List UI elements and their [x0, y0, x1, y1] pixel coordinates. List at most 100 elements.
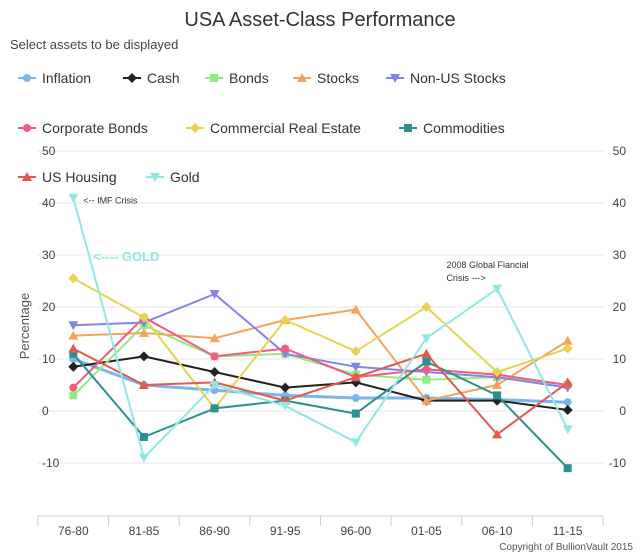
point-gold-01-05 [421, 334, 432, 344]
legend-item-us-housing[interactable]: US Housing [18, 169, 117, 185]
point-gold-81-85 [138, 453, 149, 463]
point-gold-96-00 [350, 438, 361, 448]
point-cash-81-85 [138, 351, 149, 362]
legend-label-cash: Cash [147, 70, 180, 86]
legend-label-non-us-stocks: Non-US Stocks [410, 70, 506, 86]
point-commodities-96-00 [351, 409, 360, 418]
legend-label-commodities: Commodities [423, 120, 505, 136]
point-gold-91-95 [280, 401, 291, 411]
y-tick-label-left-20: 20 [42, 300, 56, 314]
point-cash-91-95 [280, 382, 291, 393]
point-gold-11-15 [562, 425, 573, 435]
legend-item-non-us-stocks[interactable]: Non-US Stocks [386, 70, 506, 86]
x-tick-label-91-95: 91-95 [270, 524, 301, 538]
point-us-housing-81-85 [138, 380, 149, 389]
x-tick-label-11-15: 11-15 [553, 524, 583, 538]
point-stocks-06-10 [492, 380, 503, 389]
legend-item-bonds[interactable]: Bonds [205, 70, 269, 86]
series-gold [68, 193, 573, 463]
legend-item-cash[interactable]: Cash [123, 70, 180, 86]
point-us-housing-06-10 [492, 429, 503, 439]
point-stocks-86-90 [209, 333, 220, 343]
point-cash-76-80 [68, 361, 79, 372]
point-non-us-stocks-91-95 [280, 349, 291, 359]
point-commercial-real-estate-06-10 [492, 367, 503, 377]
y-tick-label-left-10: -10 [42, 456, 60, 470]
point-commodities-06-10 [493, 391, 502, 400]
series-us-housing [68, 343, 573, 439]
point-corporate-bonds-91-95 [281, 344, 290, 353]
y-tick-label-right-10: 10 [613, 352, 627, 366]
point-commodities-11-15 [563, 464, 572, 473]
y-tick-label-left-10: 10 [42, 352, 56, 366]
legend-label-inflation: Inflation [42, 70, 91, 86]
point-commercial-real-estate-91-95 [280, 315, 291, 325]
series-line-gold [72, 197, 569, 459]
chart-credit: Copyright of BullionVault 2015 [499, 542, 633, 553]
series-line-inflation [72, 357, 568, 404]
legend-swatch-marker [23, 124, 31, 132]
point-commercial-real-estate-96-00 [350, 346, 361, 357]
x-tick-label-96-00: 96-00 [340, 524, 371, 538]
point-commercial-real-estate-01-05 [421, 302, 432, 312]
legend-swatch-marker [150, 173, 160, 182]
series-line-cash [73, 355, 568, 411]
point-cash-86-90 [209, 367, 220, 377]
point-gold-76-80 [68, 193, 79, 203]
point-inflation-11-15 [563, 398, 572, 407]
legend: Inflation Cash Bonds Stocks Non-US Stocks Cor… [18, 70, 506, 185]
y-axis-right: -10 0 10 20 30 40 50 [609, 144, 627, 470]
point-non-us-stocks-86-90 [209, 290, 220, 299]
legend-item-commercial-real-estate[interactable]: Commercial Real Estate [186, 120, 361, 136]
legend-item-gold[interactable]: Gold [146, 169, 200, 185]
point-commodities-81-85 [139, 433, 148, 441]
y-tick-label-right-50: 50 [613, 144, 627, 158]
y-tick-label-left-50: 50 [42, 144, 56, 158]
point-commercial-real-estate-11-15 [562, 343, 573, 354]
point-commercial-real-estate-76-80 [68, 273, 79, 284]
series-line-non-us-stocks [73, 293, 568, 389]
legend-swatch-marker [297, 73, 307, 82]
legend-item-stocks[interactable]: Stocks [293, 70, 359, 86]
point-corporate-bonds-01-05 [422, 365, 431, 374]
point-cash-11-15 [562, 404, 573, 415]
legend-item-corporate-bonds[interactable]: Corporate Bonds [18, 120, 148, 136]
x-tick-label-06-10: 06-10 [482, 524, 513, 538]
point-us-housing-76-80 [68, 343, 79, 353]
point-stocks-96-00 [350, 304, 361, 314]
series-line-us-housing [72, 347, 569, 436]
annotation-global-crisis-3: Crisis ---> [446, 273, 485, 283]
annotations-layer: <-- IMF Crisis <---- GOLD 2008 Global Fian… [83, 195, 528, 283]
point-corporate-bonds-76-80 [69, 383, 78, 392]
point-commodities-86-90 [210, 404, 219, 413]
point-gold-86-90 [209, 381, 220, 390]
series-layer [68, 193, 573, 473]
x-tick-label-86-90: 86-90 [199, 524, 230, 538]
y-axis-left: -10 0 10 20 30 40 50 [42, 144, 60, 470]
chart-subtitle: Select assets to be displayed [10, 37, 178, 52]
legend-item-inflation[interactable]: Inflation [18, 70, 91, 86]
legend-label-gold: Gold [170, 169, 200, 185]
point-bonds-76-80 [69, 391, 78, 400]
point-stocks-81-85 [138, 328, 149, 337]
legend-item-commodities[interactable]: Commodities [399, 120, 505, 136]
series-line-commodities [72, 353, 569, 469]
point-bonds-01-05 [422, 375, 431, 384]
annotation-imf-crisis: <-- IMF Crisis [83, 195, 138, 205]
legend-label-us-housing: US Housing [42, 169, 117, 185]
chart-title: USA Asset-Class Performance [184, 9, 455, 31]
point-commercial-real-estate-81-85 [138, 312, 149, 323]
y-tick-label-right-30: 30 [613, 248, 627, 262]
y-axis-title: Percentage [17, 293, 32, 360]
series-line-commercial-real-estate [72, 277, 569, 410]
legend-label-stocks: Stocks [317, 70, 359, 86]
point-inflation-96-00 [351, 394, 360, 402]
y-tick-label-right-20: 20 [613, 300, 627, 314]
point-non-us-stocks-96-00 [350, 362, 361, 372]
legend-swatch-marker [22, 172, 32, 181]
legend-swatch-marker [390, 74, 400, 83]
y-tick-label-left-30: 30 [42, 248, 56, 262]
point-stocks-76-80 [68, 330, 79, 340]
point-commodities-76-80 [69, 349, 78, 358]
